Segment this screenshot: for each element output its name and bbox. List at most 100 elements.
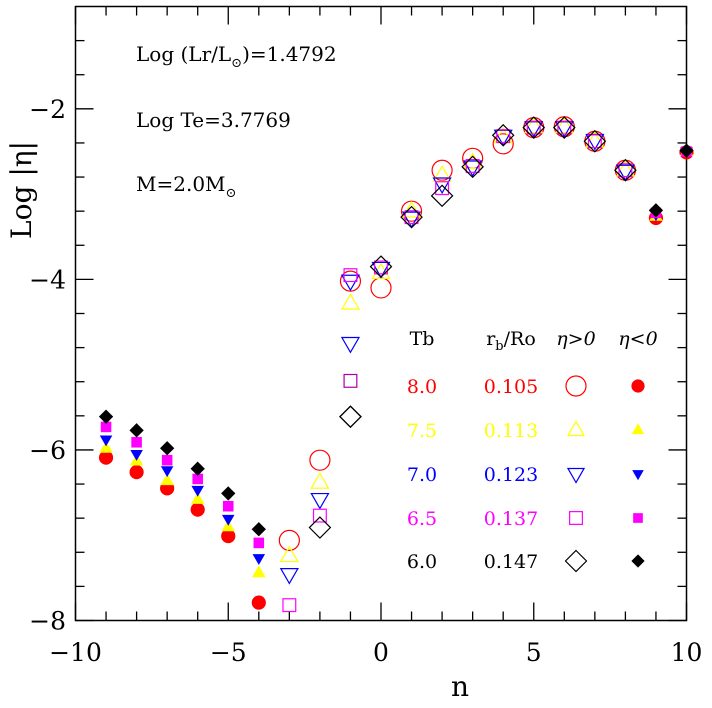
- data-point-positive: [618, 163, 633, 178]
- data-point-negative: [129, 423, 144, 438]
- legend-marker: [340, 336, 361, 354]
- data-point-positive: [340, 293, 361, 310]
- data-point-negative: [99, 441, 113, 453]
- legend-tb-value: 6.0: [407, 551, 437, 573]
- legend-row: 7.0 0.123: [407, 464, 644, 486]
- data-point-positive: [496, 129, 511, 144]
- data-point-positive: [312, 508, 327, 523]
- data-point-negative: [222, 500, 234, 512]
- plot-frame: [74, 5, 688, 622]
- data-point-positive: [278, 529, 300, 551]
- data-point-negative: [161, 454, 173, 466]
- legend-positive-marker: [566, 467, 586, 484]
- data-point-positive: [340, 274, 361, 292]
- data-point-positive: [554, 116, 574, 134]
- legend-header-positive: η>0: [556, 328, 595, 350]
- data-point-positive: [400, 205, 423, 229]
- data-point-negative: [160, 466, 174, 478]
- data-point-negative: [221, 528, 236, 544]
- data-point-positive: [401, 200, 422, 218]
- data-point-positive: [524, 116, 544, 134]
- series-tb-6-0: [98, 116, 694, 539]
- data-points: [98, 116, 694, 613]
- legend-tb-value: 8.0: [407, 376, 437, 398]
- data-point-positive: [583, 129, 607, 153]
- data-point-positive: [369, 255, 393, 278]
- data-point-negative: [160, 441, 175, 456]
- legend-negative-marker: [633, 513, 643, 523]
- temperature-annotation: Log Te=3.7769: [136, 108, 291, 132]
- data-point-positive: [526, 120, 541, 135]
- legend-rb-value: 0.123: [484, 464, 538, 486]
- legend-negative-marker: [632, 470, 644, 481]
- data-point-negative: [252, 565, 266, 578]
- x-tick-label: 0: [373, 638, 389, 667]
- x-axis-label: n: [451, 670, 469, 703]
- x-tick-label: −10: [49, 638, 102, 667]
- data-point-negative: [253, 537, 265, 549]
- legend-row: 6.5 0.137: [407, 508, 643, 530]
- y-tick-label: −6: [29, 436, 66, 465]
- luminosity-annotation: Log (Lr/L⊙)=1.4792: [136, 42, 337, 71]
- legend-positive-marker: [564, 549, 588, 573]
- legend-row: 7.5 0.113: [407, 420, 645, 442]
- legend-negative-marker: [631, 379, 645, 393]
- data-point-positive: [461, 155, 484, 179]
- x-tick-label: 5: [526, 638, 542, 667]
- legend-rows: 8.0 0.105 7.5 0.113 7.0 0.123 6.5 0.137 6.0 0.147: [407, 375, 645, 573]
- legend-negative-marker: [631, 554, 645, 568]
- data-point-positive: [343, 268, 358, 283]
- data-point-positive: [557, 120, 572, 135]
- x-tick-label: −5: [210, 638, 247, 667]
- y-tick-label: −4: [29, 265, 66, 294]
- data-point-negative: [98, 450, 114, 465]
- legend-row: 6.0 0.147: [407, 549, 645, 573]
- legend-header-rb: rb/Ro: [486, 328, 536, 354]
- data-point-negative: [221, 486, 236, 501]
- data-point-negative: [130, 450, 143, 461]
- data-point-negative: [131, 436, 142, 448]
- data-point-positive: [463, 160, 483, 178]
- legend-header-negative: η<0: [618, 328, 657, 350]
- data-point-positive: [401, 211, 422, 229]
- legend-positive-marker: [565, 375, 587, 397]
- legend-rb-value: 0.137: [484, 508, 538, 530]
- data-point-negative: [99, 435, 113, 447]
- data-point-negative: [252, 554, 266, 565]
- legend-negative-marker: [631, 423, 645, 435]
- data-point-positive: [465, 158, 480, 173]
- legend-rb-value: 0.113: [484, 420, 538, 442]
- data-point-positive: [404, 210, 419, 225]
- data-point-negative: [129, 465, 144, 480]
- data-point-negative: [98, 409, 114, 424]
- data-point-positive: [370, 277, 392, 299]
- data-point-positive: [492, 133, 514, 155]
- data-point-positive: [614, 159, 637, 181]
- data-point-negative: [190, 461, 205, 476]
- data-point-positive: [522, 116, 546, 139]
- series-tb-6-5: [100, 120, 692, 613]
- mass-annotation: M=2.0M⊙: [136, 172, 236, 201]
- legend-rb-value: 0.147: [484, 551, 538, 573]
- axis-tick-labels: −10 −5 0 5 10 −8 −6 −4 −2: [29, 95, 702, 667]
- data-point-positive: [552, 116, 576, 139]
- data-point-positive: [435, 181, 450, 196]
- data-point-positive: [279, 545, 299, 563]
- legend-row: 8.0 0.105: [407, 375, 645, 398]
- data-point-positive: [587, 134, 602, 149]
- data-point-positive: [310, 492, 330, 510]
- data-point-positive: [614, 158, 637, 182]
- data-point-positive: [282, 598, 297, 613]
- data-point-positive: [279, 567, 299, 585]
- data-point-negative: [251, 595, 266, 610]
- y-tick-label: −8: [29, 607, 66, 636]
- legend-marker: [343, 373, 358, 388]
- legend: Tb rb/Ro η>0 η<0 8.0 0.105 7.5 0.113 7.0 0.12…: [407, 328, 658, 573]
- legend-positive-marker: [566, 420, 586, 437]
- data-point-negative: [190, 502, 205, 517]
- legend-rb-value: 0.105: [484, 376, 538, 398]
- data-point-negative: [190, 492, 205, 504]
- x-tick-label: 10: [671, 638, 703, 667]
- data-point-positive: [310, 472, 330, 489]
- data-point-positive: [615, 164, 635, 182]
